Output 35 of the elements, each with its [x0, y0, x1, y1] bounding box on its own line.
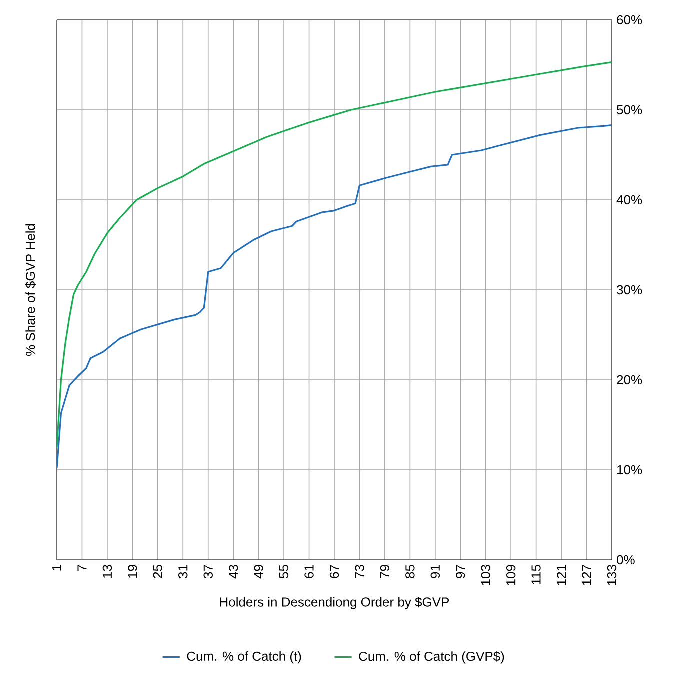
x-axis-title: Holders in Descendiong Order by $GVP [220, 597, 450, 610]
legend-label: Cum. % of Catch (t) [187, 652, 302, 664]
y-tick-label: 0% [617, 555, 635, 565]
x-tick-label: 109 [506, 565, 516, 586]
y-axis-title: % Share of $GVP Held [25, 224, 36, 356]
x-tick-label: 13 [102, 565, 112, 578]
x-tick-label: 79 [380, 565, 390, 578]
x-tick-label: 37 [204, 565, 213, 578]
x-tick-label: 43 [228, 565, 238, 579]
x-tick-label: 127 [582, 565, 592, 586]
x-tick-label: 97 [456, 565, 466, 578]
x-tick-label: 1 [52, 565, 62, 571]
y-tick-label: 60% [617, 15, 642, 25]
x-tick-label: 49 [254, 565, 264, 579]
x-tick-label: 7 [78, 565, 87, 572]
y-tick-label: 10% [618, 465, 642, 475]
x-tick-label: 61 [304, 565, 314, 578]
x-tick-label: 103 [481, 565, 490, 586]
x-tick-label: 91 [430, 565, 440, 578]
x-tick-label: 55 [280, 565, 289, 578]
x-tick-label: 133 [607, 565, 617, 586]
line-series [56, 124, 612, 469]
x-tick-label: 19 [128, 565, 138, 578]
y-tick-label: 30% [617, 285, 642, 295]
y-tick-label: 20% [617, 375, 642, 385]
legend-label: Cum. % of Catch (GVP$) [359, 651, 504, 664]
y-tick-label: 50% [617, 105, 642, 115]
x-tick-label: 73 [355, 565, 364, 578]
x-tick-label: 25 [153, 565, 163, 578]
x-tick-label: 67 [330, 565, 340, 578]
x-tick-label: 115 [532, 565, 541, 584]
x-tick-label: 31 [178, 565, 188, 578]
x-tick-label: 121 [557, 565, 566, 586]
x-tick-label: 85 [406, 565, 415, 578]
y-tick-label: 40% [616, 195, 642, 205]
